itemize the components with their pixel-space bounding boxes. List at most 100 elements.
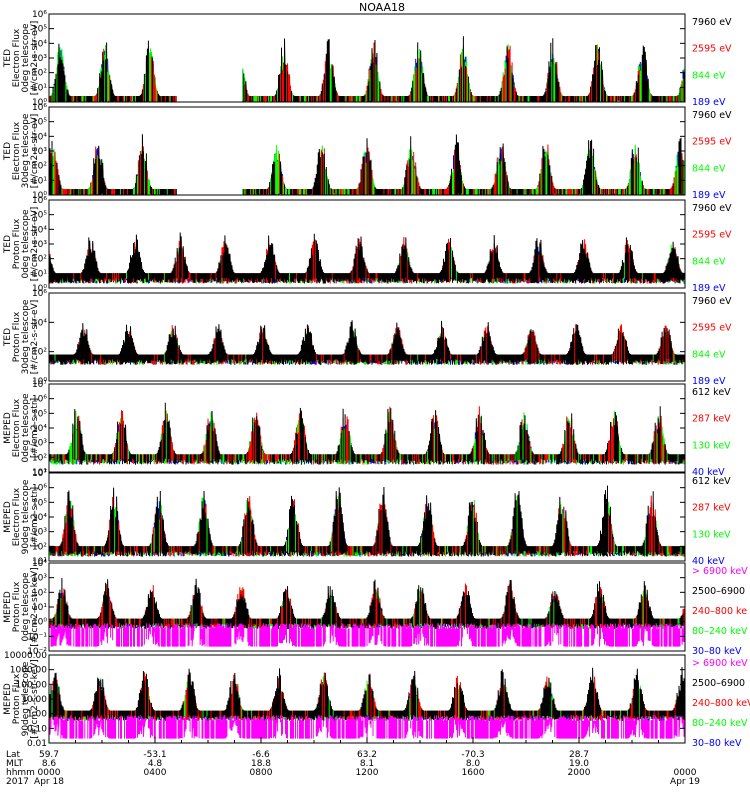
y-tick-label: 10¹ <box>32 269 47 279</box>
panel-6-traces <box>49 485 685 557</box>
time-axis-value: 63.2 <box>357 750 377 760</box>
y-tick-label: 10⁶ <box>32 10 47 20</box>
y-axis-label-line: [#/cm2-s-str-keV] <box>30 659 40 738</box>
legend-entry: 240–800 ke <box>692 606 747 617</box>
y-axis-label-line: TED <box>3 235 13 254</box>
series-black <box>49 485 685 557</box>
time-axis-value: 19.0 <box>569 759 589 769</box>
time-axis-value: Apr 18 <box>34 777 64 787</box>
legend-entry: > 6900 keV <box>692 566 748 577</box>
y-axis-label: TEDProton Flux30deg telescope[#/cm2-s-st… <box>3 299 40 374</box>
y-tick-label: 10⁶ <box>32 395 47 405</box>
y-axis-label-line: [#/cm2-s-str] <box>30 487 40 547</box>
y-axis-label: MEPEDProton Flux90deg telescope[#/cm2-s-… <box>3 659 40 738</box>
legend-entry: 844 eV <box>692 163 726 174</box>
legend-entry: 240–800 keV <box>692 698 750 709</box>
y-tick-label: 10⁷ <box>32 469 47 479</box>
time-axis-value: 28.7 <box>569 750 589 760</box>
y-axis-label-line: [#/cm2-s-str] <box>30 398 40 458</box>
y-tick-label: 10⁰ <box>32 377 47 387</box>
y-tick-label: 100.00 <box>16 680 48 690</box>
y-axis-label: TEDElectron Flux30deg telescope[#/cm2-s-… <box>3 113 40 188</box>
panel-5: 10¹ 10² 10³ 10⁴ 10⁵ 10⁶ 10⁷ MEPEDElectron Flux0… <box>3 380 731 478</box>
y-axis-label-line: 0deg telescope <box>21 209 31 279</box>
y-tick-label: 10¹ <box>32 468 47 478</box>
y-axis-label: TEDElectron Flux0deg telescope[#/cm2-s-s… <box>3 21 40 96</box>
panel-7-traces <box>49 578 685 647</box>
legend-entry: 40 keV <box>692 556 725 567</box>
y-tick-label: 10.00 <box>21 695 47 705</box>
y-axis-label: MEPEDElectron Flux0deg telescope[#/cm2-s… <box>3 393 40 463</box>
legend-entry: 2500–6900 <box>692 586 745 597</box>
panel-8-traces <box>49 666 685 739</box>
series-black <box>49 320 685 365</box>
time-axis-value: 1600 <box>462 768 485 778</box>
y-axis-label-line: TED <box>3 328 13 347</box>
series-black <box>49 232 685 284</box>
y-axis-label-line: [#/cm2-s-str-eV] <box>30 300 40 375</box>
legend-entry: 2595 eV <box>692 230 732 241</box>
series-magenta <box>49 623 685 647</box>
time-axis-value: 8.6 <box>42 759 57 769</box>
time-axis-value: Apr 19 <box>670 777 700 787</box>
y-tick-label: 10⁴ <box>32 513 47 523</box>
panel-3-traces <box>49 232 685 284</box>
time-axis-value: 8.1 <box>360 759 374 769</box>
y-tick-label: 10⁵ <box>32 409 47 419</box>
legend-entry: 612 keV <box>692 476 731 487</box>
time-axis-value: 8.0 <box>466 759 481 769</box>
legend-entry: 80–240 keV <box>692 626 748 637</box>
time-row-label: MLT <box>6 759 24 769</box>
legend-entry: 7960 eV <box>692 296 732 307</box>
y-axis-label-line: TED <box>3 142 13 161</box>
series-magenta <box>49 715 685 739</box>
y-tick-label: 10² <box>32 348 47 358</box>
legend-entry: 80–240 keV <box>692 718 748 729</box>
y-axis-label-line: [#/cm2-s-str-eV] <box>30 207 40 282</box>
legend-entry: 30–80 keV <box>692 646 742 657</box>
legend-entry: > 6900 keV <box>692 658 748 669</box>
y-axis-label-line: Electron Flux <box>12 398 22 457</box>
y-tick-label: 10⁴ <box>32 424 47 434</box>
legend-entry: 2595 eV <box>692 44 732 55</box>
y-axis-label-line: MEPED <box>3 591 13 623</box>
y-axis-label: MEPEDElectron Flux90deg telescope[#/cm2-… <box>3 479 40 554</box>
series-black <box>49 666 685 722</box>
y-tick-label: 10² <box>32 162 47 172</box>
y-tick-label: 10⁰ <box>32 618 47 628</box>
time-row-label: Lat <box>6 750 21 760</box>
y-tick-label: 10¹ <box>32 83 47 93</box>
time-axis-value: 4.8 <box>148 759 163 769</box>
y-axis-label-line: Electron Flux <box>12 121 22 180</box>
time-axis-value: 0000 <box>38 768 61 778</box>
y-tick-label: 10000.00 <box>4 651 47 661</box>
y-tick-label: 10⁶ <box>32 484 47 494</box>
series-black <box>49 402 685 465</box>
y-tick-label: 10⁵ <box>32 118 47 128</box>
y-axis-label: TEDProton Flux0deg telescope[#/cm2-s-str… <box>3 207 40 282</box>
legend-entry: 287 keV <box>692 503 731 514</box>
legend-entry: 844 eV <box>692 70 726 81</box>
time-axis-value: -6.6 <box>252 750 270 760</box>
legend-entry: 40 keV <box>692 467 725 478</box>
y-tick-label: 10¹ <box>32 176 47 186</box>
legend-entry: 612 keV <box>692 387 731 398</box>
time-axis-value: 59.7 <box>39 750 59 760</box>
y-axis-label-line: Electron Flux <box>12 487 22 546</box>
y-tick-label: 10⁴ <box>32 132 47 142</box>
legend-entry: 2595 eV <box>692 323 732 334</box>
y-axis-label-line: [#/cm2-s-str-eV] <box>30 21 40 96</box>
time-axis-value: 2000 <box>568 768 591 778</box>
y-tick-label: 10² <box>32 542 47 552</box>
y-axis-label-line: Proton Flux <box>12 581 22 632</box>
figure-title: NOAA18 <box>359 1 405 14</box>
y-tick-label: 10⁵ <box>32 211 47 221</box>
panel-5-traces <box>49 402 685 465</box>
legend-entry: 287 keV <box>692 414 731 425</box>
y-tick-label: 10¹ <box>32 557 47 567</box>
